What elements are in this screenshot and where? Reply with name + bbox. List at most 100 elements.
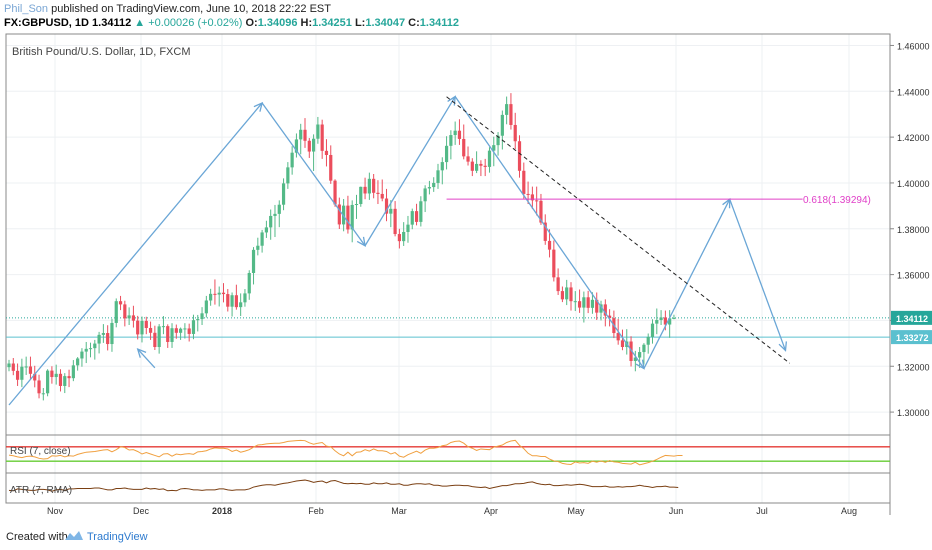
candle-body: [432, 182, 436, 188]
candle-body: [393, 208, 397, 235]
candle-body: [603, 304, 607, 316]
candle-body: [629, 341, 633, 361]
candle-body: [440, 162, 444, 171]
candle-body: [324, 150, 329, 155]
close-value: 1.34112: [419, 17, 459, 29]
x-tick-label: Feb: [308, 506, 324, 516]
candle-body: [642, 344, 646, 353]
candle-body: [179, 328, 183, 333]
candle-body: [565, 287, 569, 300]
candle-body: [67, 376, 71, 379]
candle-body: [196, 319, 200, 321]
candle-body: [462, 138, 466, 157]
time-axis: Nov Dec 2018 Feb Mar Apr May Jun Jul Aug: [47, 506, 857, 516]
candle-body: [363, 186, 367, 194]
rsi-pane-frame: [5, 434, 891, 474]
candle-body: [552, 249, 556, 278]
candle-body: [88, 348, 93, 350]
candle-body: [384, 198, 389, 214]
candle-body: [350, 204, 354, 230]
candle-body: [106, 333, 110, 345]
candle-body: [97, 334, 101, 344]
candle-body: [213, 293, 217, 295]
candle-body: [620, 340, 625, 348]
candle-body: [243, 293, 247, 303]
y-tick-label: 1.30000: [897, 408, 930, 418]
candle-body: [517, 141, 522, 171]
candle-body: [470, 161, 474, 171]
candle-body: [136, 320, 140, 335]
zigzag-forecast-arrow-head: [778, 341, 788, 352]
candle-body: [41, 393, 45, 395]
candle-body: [526, 193, 530, 195]
candle-body: [58, 373, 63, 386]
candle-body: [423, 188, 427, 202]
atr-label: ATR (7, RMA): [10, 485, 72, 496]
atr-pane-frame: [5, 472, 891, 504]
candle-body: [659, 317, 663, 320]
candle-body: [367, 178, 371, 194]
candle-body: [191, 320, 196, 334]
candle-body: [509, 104, 513, 125]
candle-body: [204, 300, 208, 314]
candle-body: [24, 366, 28, 368]
candle-body: [346, 205, 350, 230]
zigzag-forecast-arrow-segment: [454, 96, 645, 369]
x-tick-label: Nov: [47, 506, 64, 516]
candle-body: [131, 315, 136, 321]
candle-body: [453, 130, 457, 136]
x-tick-label: Dec: [133, 506, 150, 516]
candle-body: [230, 295, 234, 307]
candle-body: [337, 204, 341, 225]
candle-body: [200, 313, 204, 320]
candle-body: [582, 297, 586, 308]
candle-body: [402, 231, 406, 242]
candle-body: [183, 328, 187, 330]
candle-body: [33, 373, 37, 381]
candle-body: [311, 138, 316, 152]
x-tick-label: Apr: [484, 506, 498, 516]
candle-body: [166, 326, 170, 342]
dashed-trendline: [446, 96, 791, 364]
candle-body: [419, 201, 423, 222]
candle-body: [487, 150, 492, 167]
price-change: ▲ +0.00026 (+0.02%): [134, 17, 242, 29]
rsi-line: [8, 439, 683, 466]
candle-body: [290, 152, 294, 168]
close-label: C:: [408, 17, 420, 29]
candle-body: [616, 333, 620, 341]
indicators: RSI (7, close) ATR (7, RMA): [6, 439, 890, 496]
candle-body: [101, 333, 105, 335]
x-tick-label: May: [567, 506, 585, 516]
candle-body: [560, 291, 565, 300]
candle-body: [187, 328, 191, 334]
author-link[interactable]: Phil_Son: [4, 3, 49, 15]
tradingview-logo-icon: [65, 531, 83, 540]
candle-body: [170, 328, 174, 342]
y-tick-label: 1.32000: [897, 362, 930, 372]
candle-body: [251, 249, 256, 273]
candle-body: [148, 327, 153, 333]
candle-body: [15, 370, 20, 380]
y-tick-label: 1.36000: [897, 271, 930, 281]
candle-body: [234, 295, 238, 308]
candle-body: [161, 326, 166, 328]
candle-body: [436, 170, 440, 183]
candle-body: [444, 145, 449, 163]
candle-body: [333, 180, 337, 205]
open-value: 1.34096: [257, 17, 298, 29]
candle-body: [535, 200, 539, 202]
candle-body: [543, 222, 547, 241]
candle-body: [247, 272, 251, 294]
candle-body: [397, 234, 401, 242]
candle-body: [354, 204, 359, 206]
zigzag-up-arrow-segment: [261, 102, 366, 247]
up-triangle-icon: ▲: [134, 17, 146, 29]
candle-body: [157, 326, 161, 348]
change-value: +0.00026 (+0.02%): [148, 17, 243, 29]
y-tick-label: 1.44000: [897, 87, 930, 97]
candle-body: [277, 204, 281, 214]
footer: Created with TradingView: [0, 526, 932, 550]
tradingview-link[interactable]: TradingView: [87, 531, 148, 543]
